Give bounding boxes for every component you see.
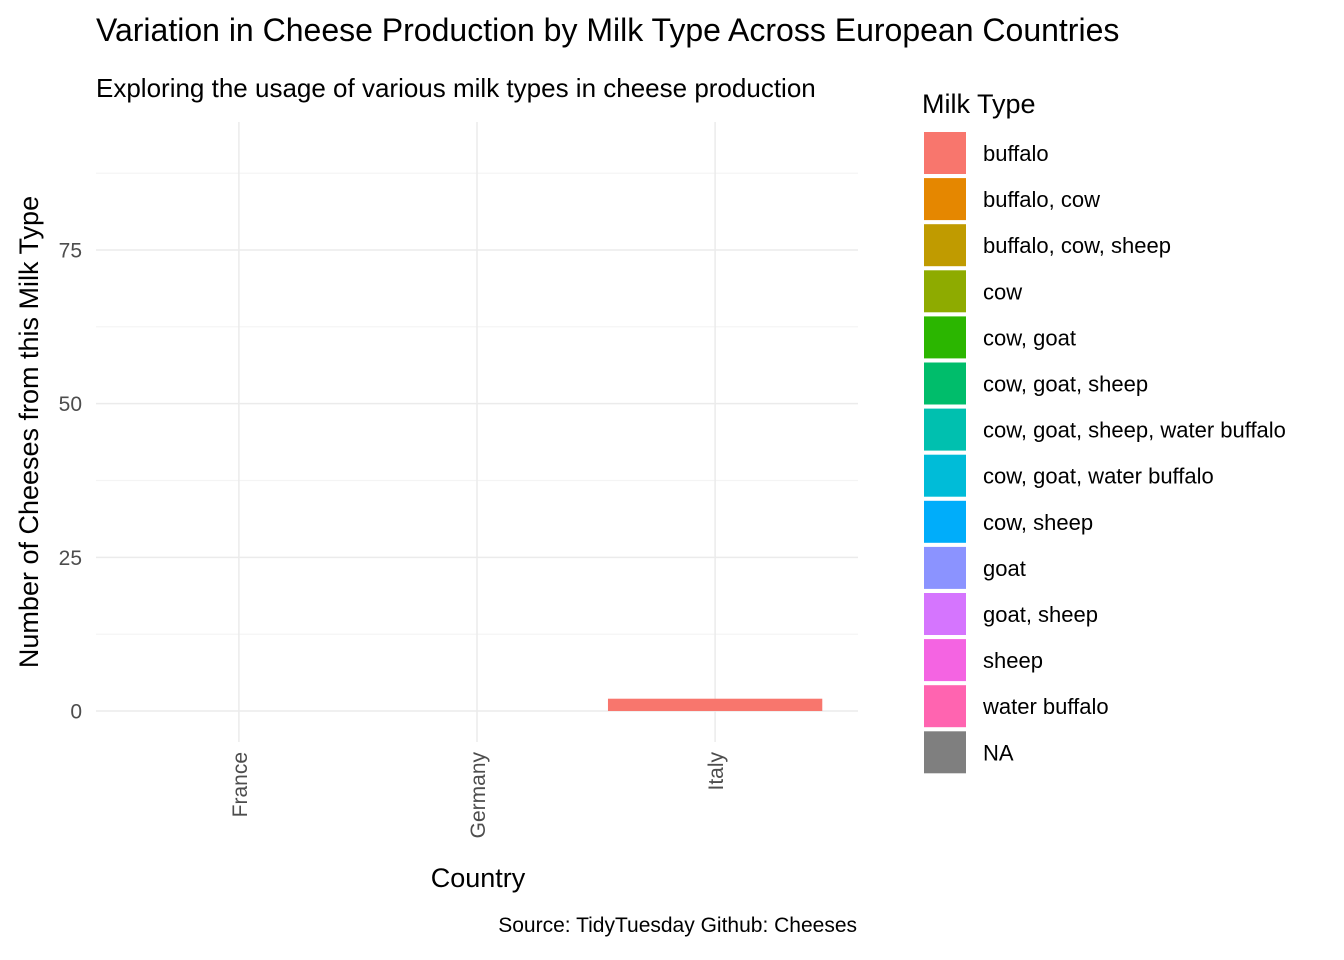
x-axis-ticks: France Germany Italy — [229, 752, 728, 839]
y-tick-label: 50 — [59, 393, 82, 416]
legend-key — [924, 500, 966, 543]
legend-label: cow, goat — [983, 325, 1076, 350]
chart-title: Variation in Cheese Production by Milk T… — [96, 12, 1119, 48]
y-axis-ticks: 0 25 50 75 — [59, 240, 82, 724]
legend-key — [924, 270, 966, 313]
legend-key — [924, 639, 966, 682]
y-tick-label: 0 — [70, 701, 82, 724]
y-axis-title: Number of Cheeses from this Milk Type — [14, 196, 44, 668]
legend-key — [924, 593, 966, 635]
y-tick-label: 75 — [59, 240, 82, 263]
legend: Milk Type buffalo buffalo, cow buffalo, co… — [922, 89, 1286, 774]
legend-key — [924, 454, 966, 497]
legend-label: cow, goat, water buffalo — [983, 464, 1214, 489]
x-axis-title: Country — [431, 863, 526, 893]
legend-label: water buffalo — [982, 694, 1109, 719]
legend-label: buffalo — [983, 141, 1049, 166]
legend-title: Milk Type — [922, 89, 1036, 119]
chart-caption: Source: TidyTuesday Github: Cheeses — [498, 914, 857, 937]
x-tick-label: France — [229, 752, 252, 817]
legend-key — [924, 132, 966, 174]
legend-label: cow, sheep — [983, 510, 1093, 535]
legend-key — [924, 316, 966, 359]
legend-label: cow — [983, 279, 1022, 304]
legend-label: NA — [983, 740, 1014, 765]
y-tick-label: 25 — [59, 547, 82, 570]
legend-key — [924, 685, 966, 728]
legend-key — [924, 362, 966, 405]
chart-subtitle: Exploring the usage of various milk type… — [96, 73, 816, 103]
legend-key — [924, 408, 966, 451]
legend-label: buffalo, cow, sheep — [983, 233, 1171, 258]
bars — [607, 698, 823, 711]
legend-entries: buffalo buffalo, cow buffalo, cow, sheep co… — [924, 132, 1286, 774]
legend-key — [924, 546, 966, 589]
legend-label: cow, goat, sheep — [983, 372, 1148, 397]
legend-key — [924, 731, 966, 774]
legend-key — [924, 178, 966, 221]
legend-label: buffalo, cow — [983, 187, 1100, 212]
gridlines — [96, 122, 858, 742]
legend-label: goat, sheep — [983, 602, 1098, 627]
plot-area: 0 25 50 75 France Germany Italy — [59, 122, 858, 838]
legend-label: cow, goat, sheep, water buffalo — [983, 418, 1286, 443]
legend-label: sheep — [983, 648, 1043, 673]
x-tick-label: Italy — [705, 752, 728, 791]
x-tick-label: Germany — [467, 752, 490, 839]
legend-label: goat — [983, 556, 1026, 581]
legend-key — [924, 224, 966, 267]
bar-italy-buffalo — [607, 698, 823, 711]
